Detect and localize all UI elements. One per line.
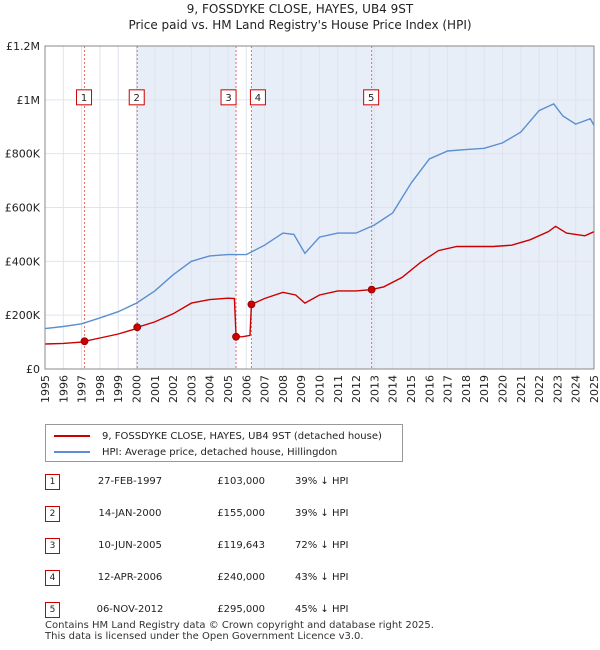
x-tick-label: 2017 xyxy=(442,375,455,403)
sale-number-label: 4 xyxy=(255,93,261,104)
y-tick-label: £400K xyxy=(5,255,41,268)
sale-number-box xyxy=(363,89,380,106)
y-tick-label: £800K xyxy=(5,148,41,161)
sale-point xyxy=(232,332,240,341)
x-tick-label: 2007 xyxy=(259,375,272,403)
y-tick-label: £600K xyxy=(5,202,41,215)
transaction-number-badge: 4 xyxy=(45,570,60,586)
x-tick-label: 2009 xyxy=(295,375,308,403)
sale-point xyxy=(247,300,256,309)
footer: Contains HM Land Registry data © Crown c… xyxy=(45,620,434,642)
sale-number-box xyxy=(249,89,266,106)
x-tick-label: 1996 xyxy=(57,375,70,403)
table-row: 2 14-JAN-2000 £155,000 39% ↓ HPI xyxy=(45,506,425,522)
x-tick-label: 1995 xyxy=(39,375,52,403)
x-tick-label: 2021 xyxy=(515,375,528,403)
transaction-number-badge: 3 xyxy=(45,538,60,554)
x-tick-label: 1997 xyxy=(76,375,89,403)
x-tick-label: 2025 xyxy=(588,375,600,403)
transaction-number-badge: 2 xyxy=(45,506,60,522)
sale-number-box xyxy=(128,89,145,106)
transaction-date: 27-FEB-1997 xyxy=(97,476,163,487)
footer-copyright: Contains HM Land Registry data © Crown c… xyxy=(45,620,434,631)
table-row: 5 06-NOV-2012 £295,000 45% ↓ HPI xyxy=(45,602,425,618)
x-tick-label: 2014 xyxy=(387,375,400,403)
x-tick-label: 2020 xyxy=(497,375,510,403)
x-tick-label: 2000 xyxy=(131,375,144,403)
transaction-hpi: 45% ↓ HPI xyxy=(295,604,349,615)
x-tick-label: 2018 xyxy=(460,375,473,403)
x-tick-label: 2006 xyxy=(240,375,253,403)
hpi-line xyxy=(44,103,595,330)
y-tick-label: £0 xyxy=(26,363,40,376)
transaction-price: £240,000 xyxy=(217,572,265,583)
x-tick-label: 1999 xyxy=(112,375,125,403)
chart-subtitle: Price paid vs. HM Land Registry's House … xyxy=(128,18,472,32)
sale-number-box xyxy=(220,89,237,106)
x-tick-label: 2023 xyxy=(551,375,564,403)
y-tick-label: £200K xyxy=(5,309,41,322)
transaction-date: 10-JUN-2005 xyxy=(98,540,162,551)
transaction-hpi: 43% ↓ HPI xyxy=(295,572,349,583)
legend-hpi-label: HPI: Average price, detached house, Hill… xyxy=(102,446,338,458)
sale-number-label: 2 xyxy=(134,93,140,104)
sale-number-box xyxy=(76,89,93,106)
y-tick-label: £1.2M xyxy=(6,40,40,53)
x-tick-label: 2022 xyxy=(533,375,546,403)
transaction-price: £103,000 xyxy=(217,476,265,487)
chart-title: 9, FOSSDYKE CLOSE, HAYES, UB4 9ST xyxy=(186,2,414,16)
transaction-number-badge: 5 xyxy=(45,602,60,618)
x-tick-label: 2005 xyxy=(222,375,235,403)
x-tick-label: 2003 xyxy=(185,375,198,403)
plot-border xyxy=(44,45,595,370)
legend-property-label: 9, FOSSDYKE CLOSE, HAYES, UB4 9ST (detac… xyxy=(102,430,382,442)
x-tick-label: 2015 xyxy=(405,375,418,403)
sale-number-label: 5 xyxy=(368,93,374,104)
table-row: 1 27-FEB-1997 £103,000 39% ↓ HPI xyxy=(45,474,425,490)
legend-hpi-line xyxy=(54,451,90,453)
transaction-hpi: 39% ↓ HPI xyxy=(295,508,349,519)
x-tick-label: 2002 xyxy=(167,375,180,403)
sale-point xyxy=(133,323,142,332)
x-tick-label: 2008 xyxy=(277,375,290,403)
x-tick-label: 2004 xyxy=(204,375,217,403)
transaction-price: £155,000 xyxy=(217,508,265,519)
x-tick-label: 2013 xyxy=(368,375,381,403)
sale-point xyxy=(80,337,89,346)
footer-licence: This data is licensed under the Open Gov… xyxy=(45,631,364,642)
transaction-price: £119,643 xyxy=(217,540,265,551)
table-row: 4 12-APR-2006 £240,000 43% ↓ HPI xyxy=(45,570,425,586)
table-row: 3 10-JUN-2005 £119,643 72% ↓ HPI xyxy=(45,538,425,554)
transaction-date: 12-APR-2006 xyxy=(97,572,163,583)
x-tick-label: 2011 xyxy=(332,375,345,403)
sale-number-label: 3 xyxy=(225,93,231,104)
x-tick-label: 1998 xyxy=(94,375,107,403)
x-tick-label: 2010 xyxy=(314,375,327,403)
sale-point xyxy=(367,285,376,294)
transaction-date: 06-NOV-2012 xyxy=(96,604,164,615)
transaction-hpi: 72% ↓ HPI xyxy=(295,540,349,551)
legend-property-line xyxy=(54,435,90,437)
x-tick-label: 2001 xyxy=(149,375,162,403)
transaction-date: 14-JAN-2000 xyxy=(98,508,162,519)
transaction-hpi: 39% ↓ HPI xyxy=(295,476,349,487)
y-tick-label: £1M xyxy=(17,94,41,107)
x-tick-label: 2024 xyxy=(570,375,583,403)
chart-legend: 9, FOSSDYKE CLOSE, HAYES, UB4 9ST (detac… xyxy=(45,424,403,462)
sale-number-label: 1 xyxy=(81,93,87,104)
x-tick-label: 2019 xyxy=(478,375,491,403)
x-tick-label: 2016 xyxy=(423,375,436,403)
transaction-price: £295,000 xyxy=(217,604,265,615)
x-tick-label: 2012 xyxy=(350,375,363,403)
transaction-number-badge: 1 xyxy=(45,474,60,490)
price-chart: 1 2 3 4 5 £0 £200K £400K £600K £800K £1M £1.2M 1995… xyxy=(5,40,600,403)
